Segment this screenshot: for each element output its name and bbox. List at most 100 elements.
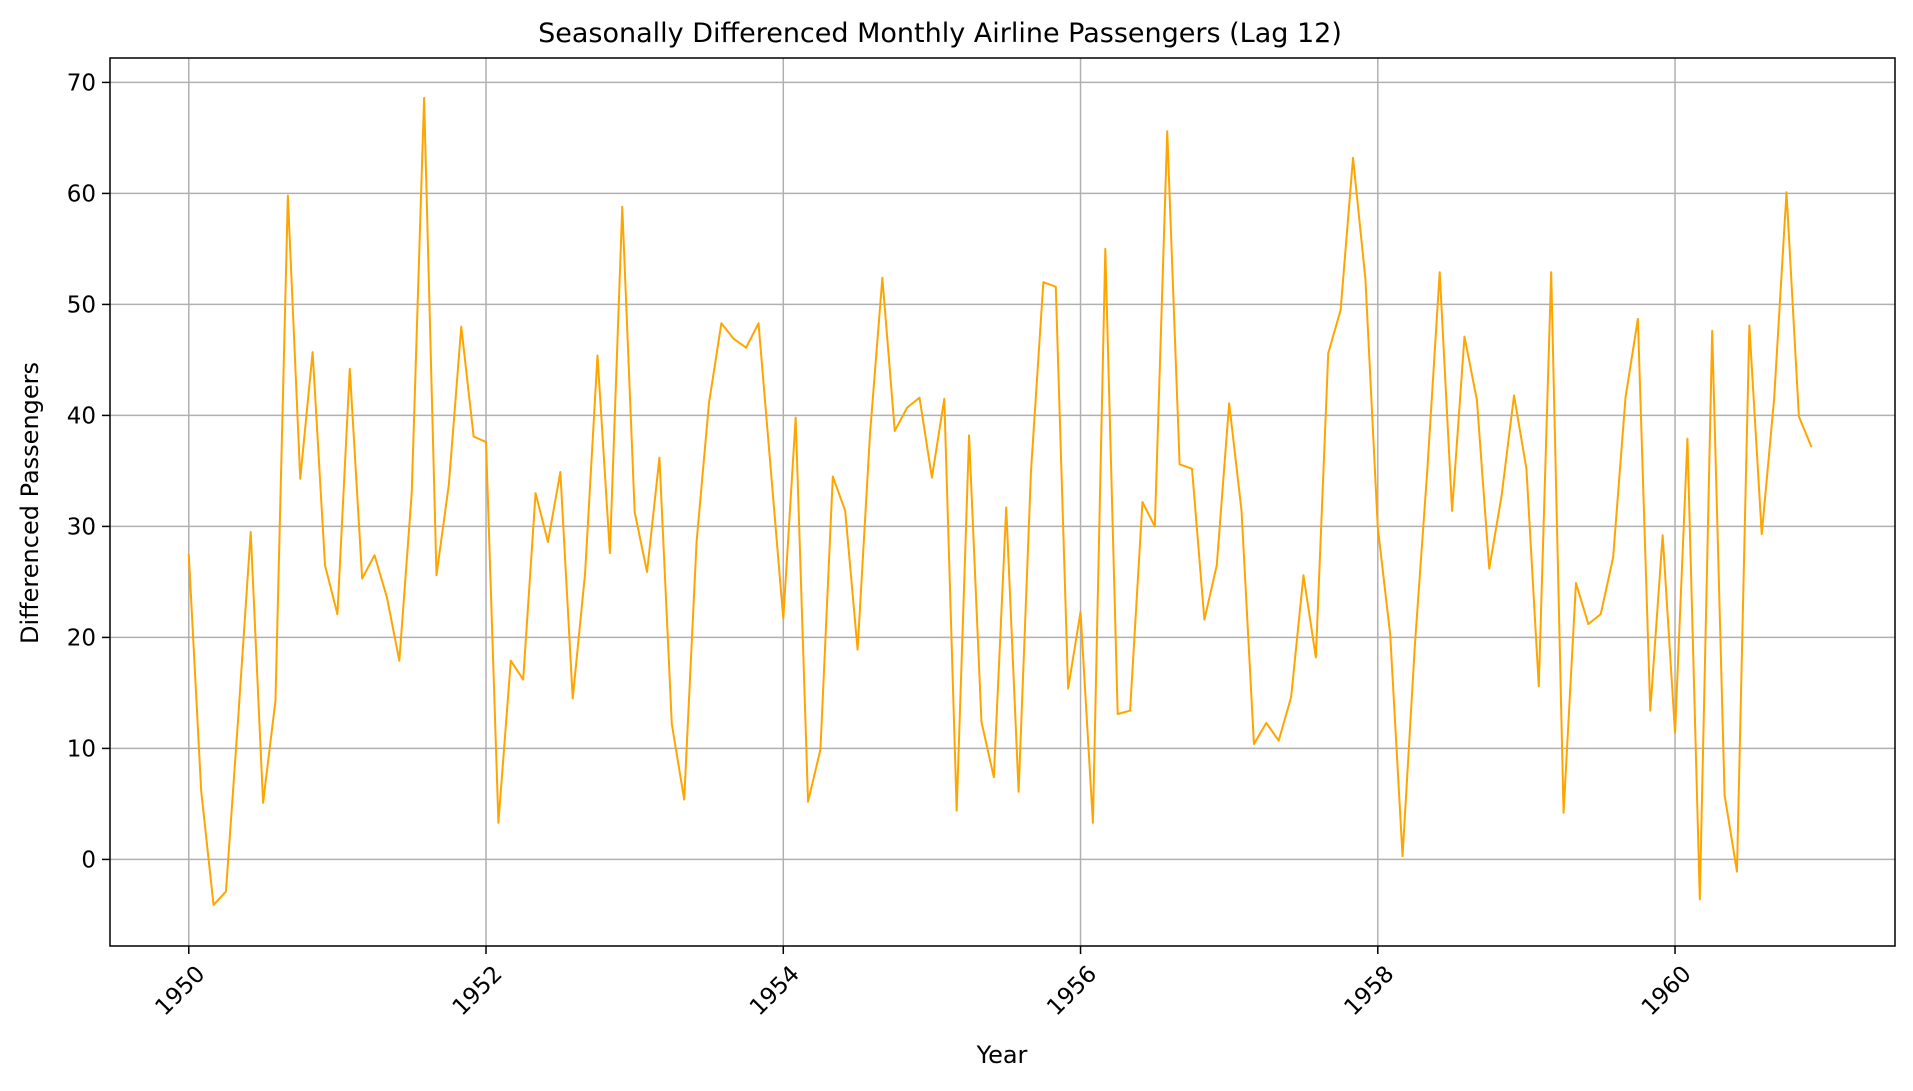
data-point xyxy=(807,800,809,803)
data-point xyxy=(1054,285,1057,288)
data-point xyxy=(1785,191,1788,194)
data-point xyxy=(1290,696,1292,699)
series-layer xyxy=(187,96,1813,906)
y-tick-label: 50 xyxy=(67,292,96,318)
data-point xyxy=(1476,399,1478,401)
data-point xyxy=(1798,415,1800,418)
data-point xyxy=(336,613,339,615)
data-point xyxy=(943,397,946,400)
data-point xyxy=(1178,463,1181,466)
y-tick-label: 70 xyxy=(67,70,96,96)
data-point xyxy=(1141,501,1144,503)
data-point xyxy=(1401,855,1404,857)
data-point xyxy=(274,699,277,702)
data-point xyxy=(1723,794,1726,796)
data-point xyxy=(584,572,586,574)
data-point xyxy=(1575,582,1577,584)
data-point xyxy=(621,205,624,208)
data-point xyxy=(869,433,871,436)
data-point xyxy=(1017,790,1020,793)
data-point xyxy=(1339,309,1342,311)
data-point xyxy=(324,564,326,567)
data-point xyxy=(993,776,995,779)
data-point xyxy=(1327,352,1330,355)
y-axis-label: Differenced Passengers xyxy=(16,362,44,644)
data-point xyxy=(249,531,252,533)
data-point xyxy=(881,276,884,279)
data-point xyxy=(262,802,264,804)
data-point xyxy=(448,483,450,486)
data-point xyxy=(782,617,785,620)
data-point xyxy=(1005,506,1008,509)
data-point xyxy=(757,322,760,325)
y-tick-label: 40 xyxy=(67,403,96,429)
data-point xyxy=(534,492,537,494)
data-point xyxy=(1104,248,1107,250)
data-point xyxy=(745,346,747,349)
data-point xyxy=(1092,821,1094,824)
data-point xyxy=(1438,271,1441,274)
data-point xyxy=(1537,685,1540,688)
data-point xyxy=(1711,330,1713,332)
data-point xyxy=(1760,533,1763,535)
data-point xyxy=(1203,618,1206,621)
data-point xyxy=(386,596,388,599)
data-point xyxy=(571,697,574,700)
data-point xyxy=(1376,526,1379,529)
data-point xyxy=(287,194,289,197)
data-point xyxy=(1649,709,1652,712)
data-point xyxy=(1550,271,1552,274)
data-point xyxy=(373,554,376,557)
data-point xyxy=(398,659,401,662)
data-point xyxy=(1463,335,1466,338)
data-point xyxy=(1414,643,1416,645)
data-point xyxy=(893,430,896,432)
data-point xyxy=(1030,470,1032,472)
data-point xyxy=(187,553,190,555)
data-point xyxy=(423,97,425,99)
data-point xyxy=(708,402,710,405)
y-axis-ticks: 0 10 20 30 40 50 60 70 xyxy=(67,70,110,873)
data-point xyxy=(832,475,834,478)
grid-lines xyxy=(110,58,1895,946)
data-point xyxy=(1451,510,1453,512)
data-point xyxy=(906,406,908,409)
data-point xyxy=(1699,898,1701,901)
data-point xyxy=(646,571,648,573)
data-point xyxy=(1079,611,1082,613)
data-point xyxy=(1364,278,1367,280)
data-point xyxy=(510,659,512,662)
data-point xyxy=(1686,437,1689,440)
data-point xyxy=(212,904,215,906)
data-point xyxy=(1191,467,1193,470)
data-point xyxy=(547,541,549,543)
data-point xyxy=(559,471,562,473)
data-point xyxy=(695,541,698,543)
data-point xyxy=(1389,633,1391,635)
data-point xyxy=(485,441,487,443)
data-point xyxy=(1315,656,1317,659)
data-point xyxy=(856,648,859,651)
data-point xyxy=(1674,732,1676,734)
data-point xyxy=(1525,467,1528,470)
data-point xyxy=(200,789,202,792)
data-point xyxy=(1067,687,1069,690)
data-point xyxy=(1302,574,1305,577)
plot-frame xyxy=(109,57,1896,947)
data-point xyxy=(1166,130,1169,133)
data-point xyxy=(732,338,735,340)
data-point xyxy=(225,890,227,893)
data-point xyxy=(311,351,314,353)
data-point xyxy=(1154,525,1156,528)
data-point xyxy=(658,456,661,459)
data-point xyxy=(299,477,302,480)
data-point xyxy=(1661,534,1664,537)
data-point xyxy=(1215,564,1218,567)
data-point xyxy=(348,368,351,370)
data-point xyxy=(1488,567,1491,570)
data-point xyxy=(1624,396,1627,399)
data-point xyxy=(596,354,599,357)
data-point xyxy=(1748,324,1751,327)
